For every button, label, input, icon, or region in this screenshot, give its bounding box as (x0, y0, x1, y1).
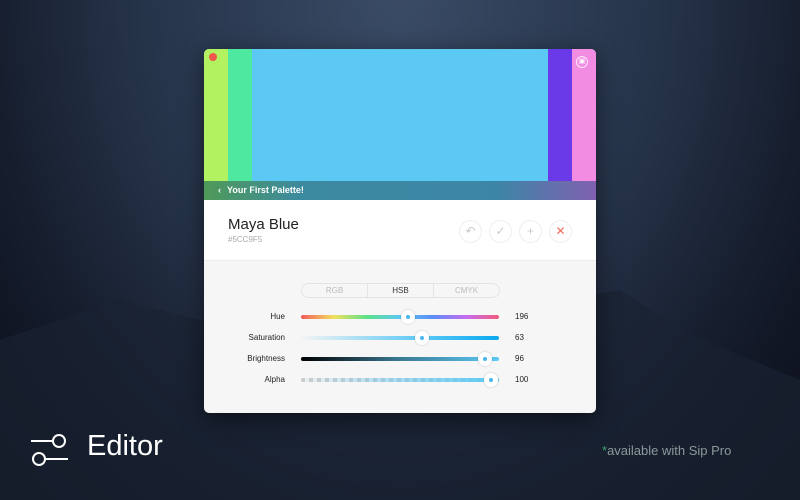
pro-note: *available with Sip Pro (602, 443, 731, 458)
color-mode-tabs: RGB HSB CMYK (301, 283, 500, 298)
slider-label: Brightness (247, 354, 285, 363)
sliders-icon (31, 432, 69, 473)
confirm-button[interactable]: ✓ (489, 220, 512, 243)
feature-title: Editor (87, 430, 163, 462)
slider-value[interactable]: 100 (515, 375, 529, 384)
swatch[interactable] (228, 49, 252, 181)
slider-value[interactable]: 63 (515, 333, 524, 342)
slider-label: Saturation (248, 333, 285, 342)
slider-handle[interactable] (478, 352, 493, 366)
swatch[interactable] (204, 49, 228, 181)
saturation-slider[interactable] (301, 331, 499, 345)
check-icon: ✓ (495, 224, 506, 238)
slider-row-brightness: Brightness 96 (204, 352, 596, 366)
delete-button[interactable]: ✕ (549, 220, 572, 243)
slider-handle[interactable] (400, 310, 415, 324)
tab-hsb[interactable]: HSB (368, 284, 434, 297)
undo-button[interactable]: ↶ (459, 220, 482, 243)
slider-row-saturation: Saturation 63 (204, 331, 596, 345)
slider-value[interactable]: 96 (515, 354, 524, 363)
close-icon: ✕ (555, 224, 566, 238)
palette-back-button[interactable]: ‹ Your First Palette! (204, 181, 596, 200)
tab-rgb[interactable]: RGB (302, 284, 368, 297)
slider-label: Hue (270, 312, 285, 321)
slider-row-alpha: Alpha 100 (204, 373, 596, 387)
brightness-slider[interactable] (301, 352, 499, 366)
slider-value[interactable]: 196 (515, 312, 529, 321)
editor-window: ▣ ‹ Your First Palette! Maya Blue #5CC9F5… (204, 49, 596, 413)
swatch-selected[interactable] (252, 49, 548, 181)
color-hex: #5CC9F5 (228, 235, 263, 244)
hue-slider[interactable] (301, 310, 499, 324)
close-window-button[interactable] (209, 53, 217, 61)
add-button[interactable]: + (519, 220, 542, 243)
palette-name: Your First Palette! (227, 185, 304, 195)
plus-icon: + (526, 224, 534, 238)
slider-handle[interactable] (414, 331, 429, 345)
alpha-slider[interactable] (301, 373, 499, 387)
color-name[interactable]: Maya Blue (228, 216, 299, 233)
color-info: Maya Blue #5CC9F5 ↶ ✓ + ✕ (204, 200, 596, 261)
tab-cmyk[interactable]: CMYK (454, 286, 479, 295)
undo-icon: ↶ (465, 224, 476, 238)
slider-label: Alpha (264, 375, 285, 384)
slider-handle[interactable] (484, 373, 499, 387)
swatch[interactable] (572, 49, 596, 181)
chevron-left-icon: ‹ (218, 185, 221, 195)
asterisk: * (602, 443, 608, 458)
slider-row-hue: Hue 196 (204, 310, 596, 324)
lock-icon[interactable]: ▣ (576, 56, 588, 68)
swatch[interactable] (548, 49, 572, 181)
pro-note-text: available with Sip Pro (607, 443, 732, 458)
